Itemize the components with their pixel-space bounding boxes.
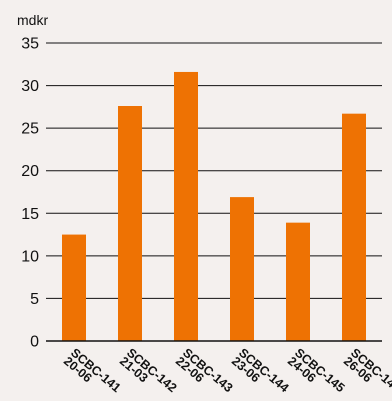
y-tick-label-20: 20 [21,163,39,180]
y-tick-label-25: 25 [21,121,39,138]
x-tick-label-4: SCBC-14423-06 [229,346,291,401]
bar-5 [286,222,310,341]
bar-1 [62,234,86,341]
y-tick-label-5: 5 [30,291,39,308]
x-tick-label-6: SCBC-14726-06 [341,346,392,401]
gridlines [46,42,382,299]
x-tick-label-5: SCBC-14524-06 [285,346,347,401]
bar-4 [230,197,254,341]
bar-3 [174,71,198,341]
y-axis-ticks: 0 5 10 15 20 25 30 35 [21,36,39,351]
x-tick-label-1: SCBC-14120-06 [61,346,123,401]
y-axis-label: mdkr [17,12,48,28]
x-tick-label-2: SCBC-14221-03 [117,346,179,401]
bars [62,71,366,342]
x-axis-ticks: SCBC-14120-06 SCBC-14221-03 SCBC-14322-06 S… [61,346,392,401]
y-tick-label-10: 10 [21,248,39,265]
bar-6 [342,113,366,341]
y-tick-label-35: 35 [21,36,39,53]
x-tick-label-3: SCBC-14322-06 [173,346,235,401]
y-tick-label-30: 30 [21,78,39,95]
y-tick-label-0: 0 [30,334,39,351]
bar-2 [118,106,142,342]
y-tick-label-15: 15 [21,206,39,223]
